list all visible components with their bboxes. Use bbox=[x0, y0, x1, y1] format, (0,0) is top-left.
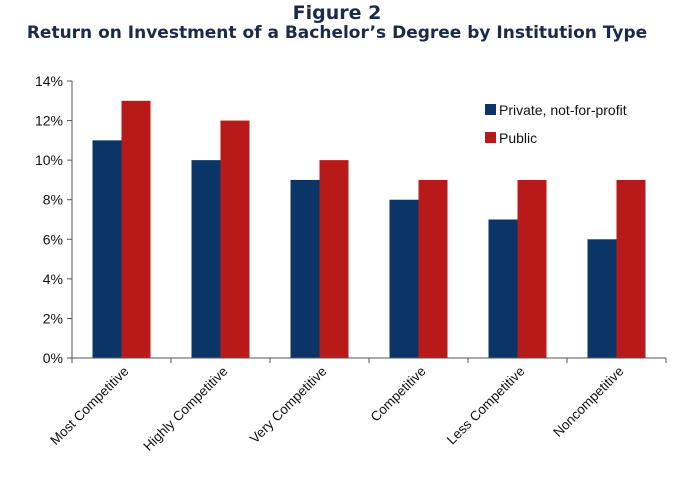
bar-private bbox=[587, 239, 617, 358]
bar-public bbox=[418, 179, 448, 358]
y-tick-label: 6% bbox=[43, 231, 63, 247]
bars bbox=[92, 100, 646, 359]
x-axis: Most Competitive Highly Competitive Very C… bbox=[47, 357, 667, 454]
chart-title: Return on Investment of a Bachelor’s Deg… bbox=[26, 23, 648, 43]
bar-public bbox=[121, 100, 151, 359]
bar-private bbox=[488, 219, 518, 358]
bar-public bbox=[517, 179, 547, 358]
x-category-label: Competitive bbox=[368, 364, 429, 425]
legend-swatch bbox=[485, 104, 496, 115]
figure-label: Figure 2 bbox=[292, 2, 382, 24]
y-tick-label: 4% bbox=[43, 271, 63, 287]
legend-label: Private, not-for-profit bbox=[499, 102, 627, 118]
bar-public bbox=[616, 179, 646, 358]
bar-public bbox=[319, 160, 349, 358]
x-category-label: Very Competitive bbox=[247, 364, 330, 447]
y-tick-label: 14% bbox=[35, 73, 63, 89]
bar-private bbox=[92, 140, 122, 358]
bar-private bbox=[191, 160, 221, 358]
y-tick-label: 2% bbox=[43, 310, 63, 326]
legend: Private, not-for-profit Public bbox=[485, 102, 627, 146]
legend-swatch bbox=[485, 132, 496, 143]
x-category-label: Most Competitive bbox=[47, 364, 131, 448]
y-tick-label: 0% bbox=[43, 350, 63, 366]
bar-private bbox=[290, 179, 320, 358]
y-tick-label: 10% bbox=[35, 152, 63, 168]
y-axis: 0% 2% 4% 6% 8% 10% 12% 14% bbox=[35, 73, 73, 366]
x-category-label: Noncompetitive bbox=[550, 364, 626, 440]
bar-private bbox=[389, 199, 419, 358]
bar-public bbox=[220, 120, 250, 358]
x-category-label: Less Competitive bbox=[444, 364, 528, 448]
x-category-label: Highly Competitive bbox=[140, 364, 230, 454]
y-tick-label: 8% bbox=[43, 192, 63, 208]
legend-label: Public bbox=[499, 130, 537, 146]
y-tick-label: 12% bbox=[35, 113, 63, 129]
